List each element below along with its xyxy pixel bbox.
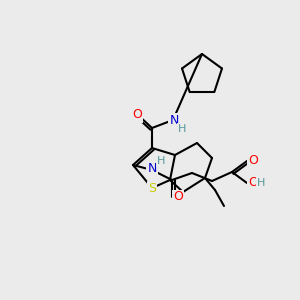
Text: N: N [169, 113, 179, 127]
Text: H: H [178, 124, 186, 134]
Text: S: S [148, 182, 156, 194]
Text: N: N [147, 161, 157, 175]
Text: H: H [257, 178, 265, 188]
Text: O: O [248, 176, 258, 190]
Text: H: H [157, 156, 165, 166]
Text: O: O [248, 154, 258, 167]
Text: O: O [173, 190, 183, 203]
Text: O: O [132, 109, 142, 122]
